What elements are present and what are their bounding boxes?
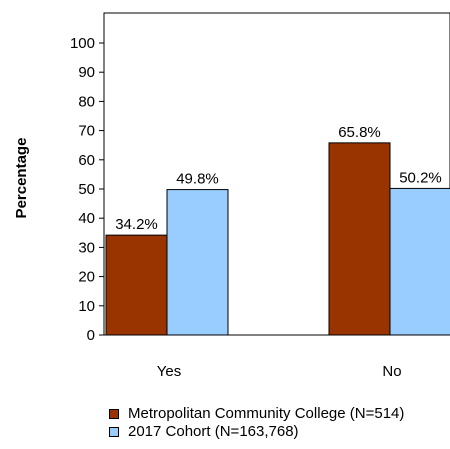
legend-item-series-2: 2017 Cohort (N=163,768) xyxy=(109,423,404,441)
legend: Metropolitan Community College (N=514) 2… xyxy=(109,405,404,441)
y-tick-label: 80 xyxy=(78,93,95,110)
legend-swatch-series-2 xyxy=(109,427,119,437)
y-tick-label: 40 xyxy=(78,210,95,227)
y-tick-label: 0 xyxy=(87,327,95,344)
data-label: 49.8% xyxy=(176,171,219,188)
y-tick-label: 100 xyxy=(70,35,95,52)
legend-item-series-1: Metropolitan Community College (N=514) xyxy=(109,405,404,423)
bar-chart: 0 10 20 30 40 50 60 70 80 90 100 34.2% 49.8% Yes 65.8%… xyxy=(13,12,450,380)
x-tick-label: No xyxy=(382,363,401,380)
plot-frame xyxy=(103,12,450,336)
bar xyxy=(105,234,168,336)
y-tick-label: 90 xyxy=(78,64,95,81)
legend-label-series-1: Metropolitan Community College (N=514) xyxy=(128,405,405,422)
legend-label-series-2: 2017 Cohort (N=163,768) xyxy=(128,423,299,440)
y-tick-label: 60 xyxy=(78,152,95,169)
y-tick-label: 20 xyxy=(78,269,95,286)
bar xyxy=(166,189,229,336)
bar xyxy=(328,142,391,336)
bar xyxy=(389,187,450,336)
legend-swatch-series-1 xyxy=(109,409,119,419)
y-tick-label: 30 xyxy=(78,239,95,256)
x-tick-label: Yes xyxy=(157,363,181,380)
data-label: 34.2% xyxy=(115,216,158,233)
data-label: 50.2% xyxy=(399,169,442,186)
y-tick-label: 50 xyxy=(78,181,95,198)
y-tick-label: 70 xyxy=(78,123,95,140)
y-axis-label: Percentage xyxy=(13,138,30,219)
y-tick-label: 10 xyxy=(78,298,95,315)
data-label: 65.8% xyxy=(338,124,381,141)
plot-area: 0 10 20 30 40 50 60 70 80 90 100 34.2% 49.8% Yes 65.8%… xyxy=(70,12,450,380)
